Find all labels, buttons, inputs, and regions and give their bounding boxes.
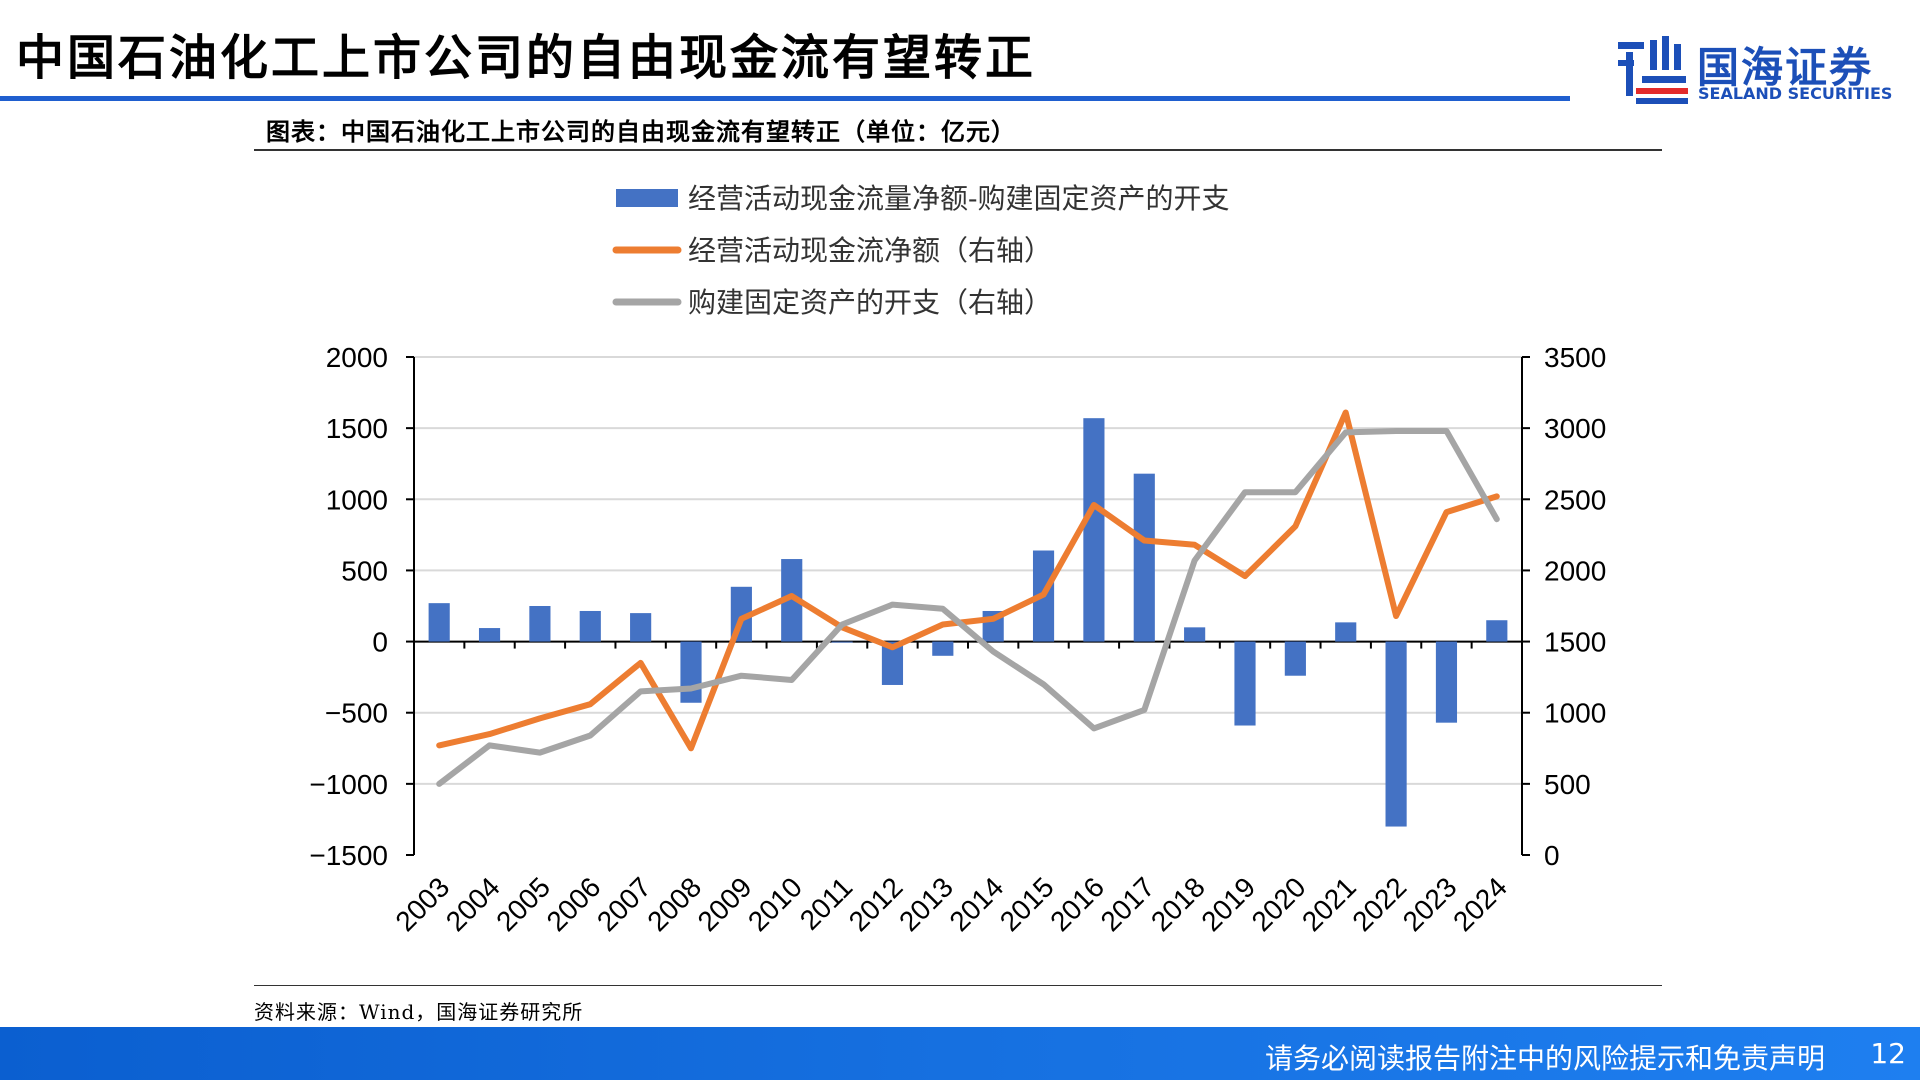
bar-2023 [1435, 641, 1458, 723]
legend-label: 经营活动现金流量净额-购建固定资产的开支 [688, 182, 1229, 215]
bar-2013 [932, 641, 954, 656]
legend-label: 购建固定资产的开支（右轴） [688, 286, 1052, 319]
bar-2022 [1385, 641, 1407, 827]
legend-swatch-bar [616, 189, 678, 207]
left-axis-tick-label: −1500 [309, 840, 388, 871]
left-axis-tick-label: −1000 [309, 769, 388, 800]
right-axis-tick-label: 1000 [1544, 698, 1606, 729]
x-axis-tick-label: 2003 [389, 871, 455, 937]
right-axis-tick-label: 3500 [1544, 342, 1606, 373]
title-divider [0, 96, 1570, 101]
bar-2003 [428, 603, 450, 642]
x-axis-tick-label: 2018 [1145, 871, 1211, 937]
bar-2024 [1486, 620, 1508, 642]
operating-cashflow-line [436, 409, 1500, 752]
bar-2021 [1335, 622, 1357, 642]
bar-2008 [680, 641, 702, 703]
left-axis-tick-label: 0 [372, 627, 388, 658]
bar-2011 [831, 641, 853, 643]
source-divider [254, 985, 1662, 986]
bar-2004 [478, 628, 501, 642]
bar-2010 [781, 559, 803, 642]
x-axis-tick-label: 2023 [1397, 871, 1463, 937]
x-axis-tick-label: 2017 [1095, 871, 1161, 937]
bar-2012 [881, 641, 904, 685]
x-axis-tick-label: 2007 [591, 871, 657, 937]
x-axis-tick-label: 2012 [843, 871, 909, 937]
x-axis-tick-label: 2006 [541, 871, 607, 937]
logo-text-cn: 国海证券 [1697, 43, 1874, 92]
right-axis-tick-label: 2000 [1544, 555, 1606, 586]
left-axis-tick-label: −500 [325, 698, 388, 729]
x-axis-tick-label: 2013 [893, 871, 959, 937]
page-title: 中国石油化工上市公司的自由现金流有望转正 [16, 30, 1037, 86]
company-logo: 国海证券 SEALAND SECURITIES [1612, 34, 1912, 109]
x-axis-tick-label: 2010 [742, 871, 808, 937]
right-axis-tick-label: 3000 [1544, 413, 1606, 444]
bar-2019 [1234, 641, 1256, 726]
capex-line [436, 428, 1500, 787]
legend-label: 经营活动现金流净额（右轴） [688, 234, 1052, 267]
chart-source: 资料来源：Wind，国海证券研究所 [254, 1000, 584, 1024]
bar-2006 [579, 610, 601, 642]
x-axis-tick-label: 2009 [692, 871, 758, 937]
x-axis-tick-label: 2004 [440, 871, 506, 937]
right-axis-tick-label: 1500 [1544, 627, 1606, 658]
x-axis-tick-label: 2015 [994, 871, 1060, 937]
right-axis-tick-label: 2500 [1544, 484, 1606, 515]
x-axis-tick-label: 2019 [1195, 871, 1261, 937]
bar-2018 [1184, 627, 1206, 642]
footer-bar: 请务必阅读报告附注中的风险提示和免责声明 12 [0, 1027, 1920, 1080]
x-axis-tick-label: 2016 [1044, 871, 1110, 937]
x-axis-tick-label: 2024 [1447, 871, 1513, 937]
x-axis-tick-label: 2020 [1246, 871, 1312, 937]
left-axis-tick-label: 1000 [326, 484, 388, 515]
left-axis-tick-label: 500 [341, 555, 388, 586]
x-axis-tick-label: 2008 [641, 871, 707, 937]
left-axis-tick-label: 1500 [326, 413, 388, 444]
x-axis-tick-label: 2014 [943, 871, 1009, 937]
x-axis-tick-label: 2005 [490, 871, 556, 937]
caption-divider [254, 149, 1662, 151]
disclaimer-text: 请务必阅读报告附注中的风险提示和免责声明 [1264, 1042, 1825, 1075]
right-axis-tick-label: 0 [1544, 840, 1560, 871]
bar-2017 [1133, 473, 1155, 642]
left-axis-tick-label: 2000 [326, 342, 388, 373]
right-axis-tick-label: 500 [1544, 769, 1591, 800]
x-axis-tick-label: 2022 [1346, 871, 1412, 937]
x-axis-tick-label: 2011 [794, 871, 859, 936]
bar-2020 [1284, 641, 1306, 676]
logo-text-en: SEALAND SECURITIES [1698, 84, 1893, 103]
bar-2007 [630, 613, 652, 642]
chart-caption: 图表：中国石油化工上市公司的自由现金流有望转正（单位：亿元） [266, 117, 1016, 146]
sealand-logo-icon [1618, 36, 1688, 104]
bar-2016 [1083, 418, 1105, 642]
x-axis-tick-label: 2021 [1296, 871, 1362, 937]
page-number: 12 [1870, 1037, 1906, 1070]
bar-2005 [529, 606, 551, 642]
